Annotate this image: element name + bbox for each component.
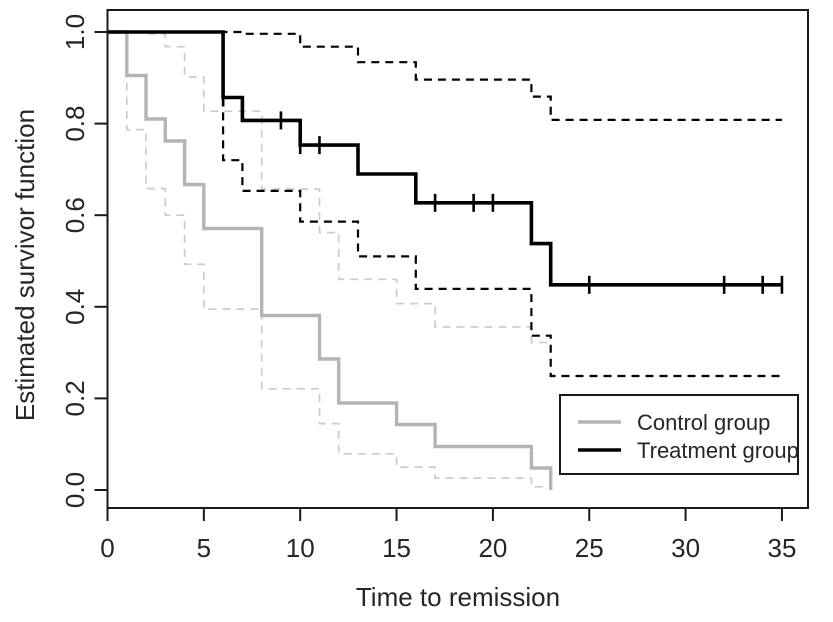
x-tick-label: 20 xyxy=(478,533,507,563)
control-survival-curve xyxy=(107,30,553,490)
x-tick-label: 25 xyxy=(575,533,604,563)
x-tick-label: 10 xyxy=(286,533,315,563)
curves-layer xyxy=(107,30,784,490)
treatment-survival-curve xyxy=(107,30,782,287)
treatment-ci-upper-curve xyxy=(107,30,782,121)
x-axis-title: Time to remission xyxy=(356,582,560,612)
y-tick-label: 0.4 xyxy=(60,289,90,325)
control-ci-upper-curve xyxy=(107,31,551,344)
control-ci-lower-curve xyxy=(107,31,551,488)
y-tick-label: 1.0 xyxy=(60,14,90,50)
legend-label-control: Control group xyxy=(637,410,770,435)
y-axis-title: Estimated survivor function xyxy=(10,109,40,421)
y-tick-label: 0.8 xyxy=(60,106,90,142)
axes-layer: 0 5 10 15 20 25 30 35 0.0 0.2 0.4 0.6 0.8 1.0 xyxy=(60,14,796,563)
treatment-ci-lower-curve xyxy=(107,30,782,378)
y-tick-label: 0.0 xyxy=(60,472,90,508)
legend-label-treatment: Treatment group xyxy=(637,438,799,463)
y-tick-label: 0.2 xyxy=(60,380,90,416)
x-tick-label: 30 xyxy=(671,533,700,563)
plot-border xyxy=(106,9,809,509)
legend: Control group Treatment group xyxy=(559,394,799,475)
treatment-censor-ticks xyxy=(221,88,784,294)
x-tick-label: 35 xyxy=(767,533,796,563)
x-tick-label: 15 xyxy=(382,533,411,563)
y-tick-label: 0.6 xyxy=(60,197,90,233)
legend-box xyxy=(559,394,799,475)
x-tick-label: 0 xyxy=(100,533,114,563)
x-tick-label: 5 xyxy=(197,533,211,563)
